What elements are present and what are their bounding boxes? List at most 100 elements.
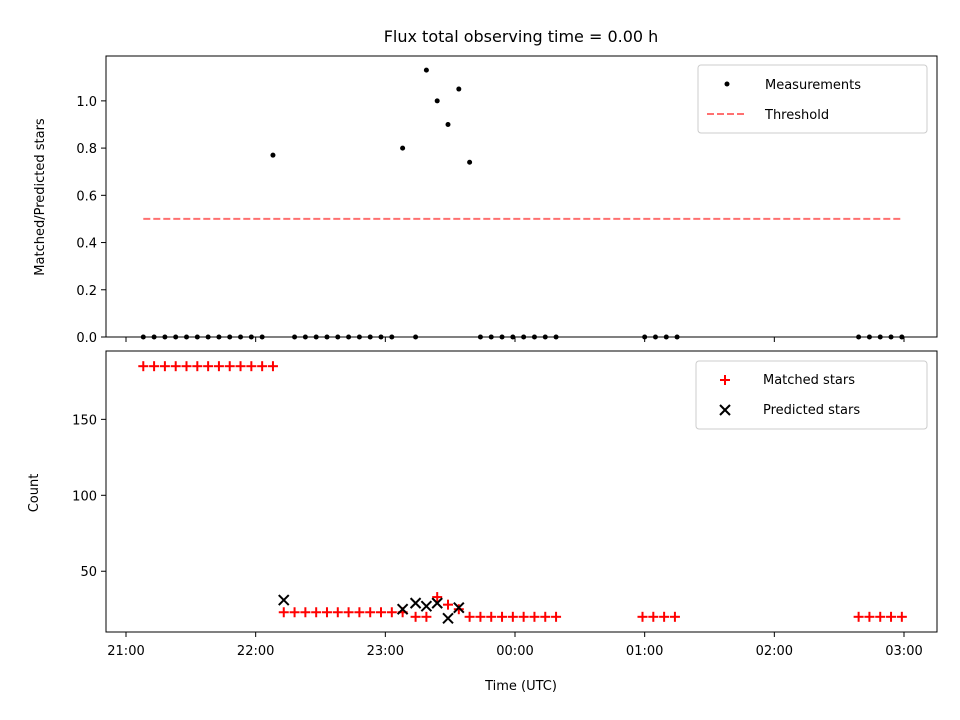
measurement-point — [270, 152, 276, 158]
matched-star-point — [659, 611, 670, 622]
matched-star-point — [235, 361, 246, 372]
bottom-legend-frame — [695, 360, 928, 430]
chart-title: Flux total observing time = 0.00 h — [384, 27, 659, 46]
predicted-star-stroke-b — [442, 612, 454, 625]
bottom-xtick-label: 02:00 — [756, 644, 793, 659]
bottom-xtick-label: 22:00 — [237, 644, 274, 659]
matched-star-point — [886, 611, 897, 622]
predicted-star-point — [431, 597, 443, 609]
matched-star-point — [386, 607, 397, 618]
bottom-series-layer — [138, 361, 907, 625]
matched-star-point — [875, 611, 886, 622]
bottom-xtick-label: 23:00 — [367, 644, 404, 659]
top-axis-ticks: 0.0 0.2 0.4 0.6 0.8 1.0 — [76, 95, 905, 346]
matched-star-point — [410, 611, 421, 622]
matched-star-point — [518, 611, 529, 622]
predicted-star-stroke-b — [396, 603, 409, 615]
bottom-xtick-label: 00:00 — [496, 644, 533, 659]
predicted-star-point — [442, 612, 454, 625]
predicted-star-stroke-b — [420, 600, 433, 612]
matched-star-point — [246, 361, 257, 372]
bottom-plot-area: 21:00 22:00 23:00 00:00 01:00 02:00 03:00 50 100… — [72, 350, 938, 659]
predicted-star-point — [278, 594, 290, 606]
bottom-xtick-label: 01:00 — [626, 644, 663, 659]
bottom-axis-ticks: 21:00 22:00 23:00 00:00 01:00 02:00 03:00 50 100… — [72, 413, 923, 659]
matched-star-point — [669, 611, 680, 622]
legend-marker-measurements — [724, 81, 730, 87]
bottom-xtick-label: 21:00 — [107, 644, 144, 659]
top-ytick-label: 0.6 — [76, 189, 97, 204]
matched-star-point — [343, 607, 354, 618]
bottom-ytick-label: 150 — [72, 413, 97, 428]
matched-star-point — [278, 607, 289, 618]
top-legend: Measurements Threshold — [697, 64, 928, 134]
top-axes-frame — [105, 55, 938, 338]
top-ytick-label: 0.8 — [76, 142, 97, 157]
matched-star-point — [365, 607, 376, 618]
top-legend-frame — [697, 64, 928, 134]
matched-star-point — [637, 611, 648, 622]
predicted-star-point — [409, 597, 422, 609]
predicted-star-stroke-b — [453, 601, 465, 614]
legend-label-measurements: Measurements — [765, 78, 861, 93]
matched-star-point — [896, 611, 907, 622]
matched-star-point — [853, 611, 864, 622]
measurement-point — [434, 98, 440, 104]
legend-marker-predicted — [719, 404, 731, 416]
matched-star-point — [540, 611, 551, 622]
legend-label-matched: Matched stars — [763, 373, 855, 388]
top-plot-area: 0.0 0.2 0.4 0.6 0.8 1.0 — [76, 55, 938, 346]
predicted-star-point — [453, 601, 465, 614]
predicted-star-point — [420, 600, 433, 612]
measurement-point — [400, 145, 406, 151]
bottom-axes-frame — [105, 350, 938, 633]
measurement-point — [467, 159, 473, 165]
matched-star-point — [475, 611, 486, 622]
top-ytick-label: 0.4 — [76, 237, 97, 252]
matched-star-point — [453, 604, 464, 615]
legend-label-threshold: Threshold — [764, 108, 829, 123]
matched-star-point — [267, 361, 278, 372]
top-ytick-label: 1.0 — [76, 95, 97, 110]
matched-star-point — [529, 611, 540, 622]
matched-star-point — [486, 611, 497, 622]
top-ylabel: Matched/Predicted stars — [33, 118, 48, 276]
matched-star-point — [170, 361, 181, 372]
matched-star-point — [443, 599, 454, 610]
bottom-ytick-label: 100 — [72, 489, 97, 504]
measurement-point — [423, 67, 429, 73]
matched-star-point — [376, 607, 387, 618]
legend-label-predicted: Predicted stars — [763, 403, 860, 418]
matched-star-point — [321, 607, 332, 618]
matched-star-point — [551, 611, 562, 622]
matched-star-point — [159, 361, 170, 372]
matched-star-point — [138, 361, 149, 372]
matched-star-point — [432, 592, 443, 603]
matched-star-point — [257, 361, 268, 372]
predicted-star-point — [396, 603, 409, 615]
bottom-ylabel: Count — [27, 474, 42, 513]
matched-star-point — [421, 611, 432, 622]
matched-star-point — [507, 611, 518, 622]
bottom-xlabel: Time (UTC) — [484, 679, 557, 694]
predicted-star-stroke-b — [278, 594, 290, 606]
top-ytick-label: 0.2 — [76, 284, 97, 299]
matched-star-point — [648, 611, 659, 622]
matched-star-point — [213, 361, 224, 372]
matched-star-point — [497, 611, 508, 622]
predicted-star-stroke-b — [409, 597, 422, 609]
matched-star-point — [181, 361, 192, 372]
bottom-ytick-label: 50 — [80, 565, 97, 580]
matched-star-point — [224, 361, 235, 372]
predicted-star-stroke-b — [431, 597, 443, 609]
matched-star-point — [192, 361, 203, 372]
matched-star-point — [149, 361, 160, 372]
bottom-legend: Matched stars Predicted stars — [695, 360, 928, 430]
bottom-xtick-label: 03:00 — [885, 644, 922, 659]
matched-star-point — [864, 611, 875, 622]
measurement-point — [456, 86, 462, 92]
matched-star-point — [203, 361, 214, 372]
legend-marker-matched — [720, 375, 730, 385]
matched-star-point — [289, 607, 300, 618]
